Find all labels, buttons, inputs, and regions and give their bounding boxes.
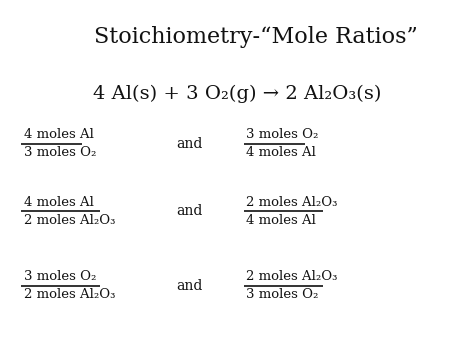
Text: 3 moles O₂: 3 moles O₂ bbox=[24, 270, 96, 283]
Text: 2 moles Al₂O₃: 2 moles Al₂O₃ bbox=[246, 270, 338, 283]
Text: 3 moles O₂: 3 moles O₂ bbox=[246, 128, 319, 141]
Text: 4 moles Al: 4 moles Al bbox=[246, 214, 316, 227]
Text: 2 moles Al₂O₃: 2 moles Al₂O₃ bbox=[24, 214, 115, 227]
Text: Stoichiometry-“Mole Ratios”: Stoichiometry-“Mole Ratios” bbox=[94, 26, 418, 48]
Text: 2 moles Al₂O₃: 2 moles Al₂O₃ bbox=[246, 196, 338, 208]
Text: and: and bbox=[176, 137, 203, 151]
Text: 4 Al(s) + 3 O₂(g) → 2 Al₂O₃(s): 4 Al(s) + 3 O₂(g) → 2 Al₂O₃(s) bbox=[93, 85, 381, 103]
Text: and: and bbox=[176, 204, 203, 218]
Text: 2 moles Al₂O₃: 2 moles Al₂O₃ bbox=[24, 288, 115, 301]
Text: 4 moles Al: 4 moles Al bbox=[24, 128, 93, 141]
Text: 3 moles O₂: 3 moles O₂ bbox=[246, 288, 319, 301]
Text: and: and bbox=[176, 279, 203, 293]
Text: 4 moles Al: 4 moles Al bbox=[24, 196, 93, 208]
Text: 4 moles Al: 4 moles Al bbox=[246, 146, 316, 159]
Text: 3 moles O₂: 3 moles O₂ bbox=[24, 146, 96, 159]
